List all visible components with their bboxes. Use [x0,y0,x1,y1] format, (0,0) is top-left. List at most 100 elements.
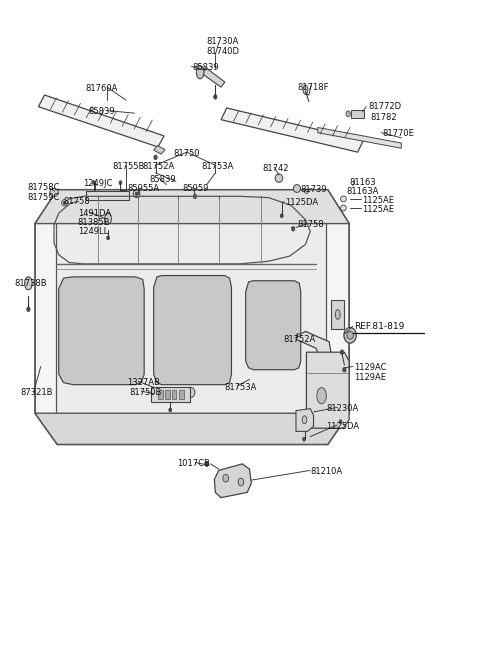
Polygon shape [179,390,184,399]
Text: 81718F: 81718F [297,83,328,92]
Polygon shape [154,276,231,384]
Text: 81739: 81739 [301,185,327,195]
Ellipse shape [63,201,66,204]
Polygon shape [35,190,349,444]
Ellipse shape [317,388,326,404]
Ellipse shape [196,66,204,79]
Ellipse shape [347,331,353,339]
Ellipse shape [169,408,172,412]
Ellipse shape [154,155,157,160]
Text: 87321B: 87321B [21,388,53,397]
Ellipse shape [214,95,217,99]
Polygon shape [59,277,144,384]
Text: 1125DA: 1125DA [326,422,360,431]
Text: 85959: 85959 [182,184,208,193]
Text: 81163: 81163 [349,178,376,187]
Polygon shape [151,387,190,402]
Polygon shape [158,390,163,399]
Polygon shape [318,128,401,148]
Ellipse shape [346,111,350,117]
Ellipse shape [135,192,138,195]
Ellipse shape [275,174,283,182]
Text: REF.81-819: REF.81-819 [354,322,404,331]
Text: 81210A: 81210A [310,467,342,476]
Polygon shape [201,67,225,87]
Ellipse shape [293,185,300,193]
Ellipse shape [340,350,344,354]
Polygon shape [35,190,349,223]
Text: 1017CB: 1017CB [178,459,210,468]
Text: 81740D: 81740D [207,47,240,56]
Text: 1249LL: 1249LL [78,227,108,236]
Polygon shape [172,390,177,399]
Text: 81772D: 81772D [368,102,401,111]
Polygon shape [331,300,344,329]
Polygon shape [56,198,326,437]
Ellipse shape [343,367,346,372]
Ellipse shape [336,310,340,320]
Polygon shape [296,409,313,432]
Text: 81758C: 81758C [27,183,60,193]
Polygon shape [86,191,129,200]
Ellipse shape [339,420,342,424]
Text: 81738B: 81738B [14,279,47,288]
Text: 85839: 85839 [149,175,176,184]
Text: 81163A: 81163A [346,187,379,196]
Ellipse shape [303,85,308,94]
Ellipse shape [304,189,309,193]
Ellipse shape [50,189,58,196]
Text: 81750B: 81750B [129,388,161,397]
Text: 81760A: 81760A [86,84,118,93]
Text: 81750: 81750 [174,149,200,158]
Text: 1491DA: 1491DA [78,209,111,217]
Polygon shape [35,413,349,444]
Polygon shape [221,108,363,152]
Ellipse shape [341,205,346,211]
Polygon shape [246,281,301,369]
Text: 81758: 81758 [63,197,90,206]
Text: 1129AC: 1129AC [354,364,386,372]
Text: 81752A: 81752A [143,162,175,171]
Ellipse shape [133,190,140,198]
Text: 85955A: 85955A [127,184,159,193]
Text: 81742: 81742 [263,164,289,173]
Polygon shape [351,110,364,119]
Ellipse shape [93,181,96,185]
Ellipse shape [205,461,209,466]
Ellipse shape [291,227,295,231]
Polygon shape [296,331,331,396]
Text: 1327AB: 1327AB [127,378,160,387]
Polygon shape [154,145,165,154]
Ellipse shape [280,214,283,217]
Ellipse shape [24,277,32,290]
Ellipse shape [223,474,228,482]
Text: 81758: 81758 [297,220,324,229]
Ellipse shape [185,387,195,398]
Text: 81753A: 81753A [225,383,257,392]
Ellipse shape [193,194,197,198]
Text: 85839: 85839 [88,107,115,117]
Ellipse shape [344,328,356,343]
Polygon shape [38,95,164,147]
Text: 81753A: 81753A [201,162,233,171]
Ellipse shape [341,196,346,202]
Text: 81759C: 81759C [27,193,60,202]
Text: 81755B: 81755B [113,162,145,171]
Ellipse shape [302,438,305,441]
Text: 81385B: 81385B [78,218,110,227]
Text: 1125DA: 1125DA [285,198,318,207]
Ellipse shape [119,181,122,185]
Text: 1129AE: 1129AE [354,373,386,382]
Text: 81752A: 81752A [284,335,316,344]
Ellipse shape [27,307,30,312]
Ellipse shape [107,236,109,240]
Ellipse shape [105,213,111,224]
Ellipse shape [238,478,244,486]
Text: 81782: 81782 [370,113,396,122]
Text: 81730A: 81730A [207,37,239,47]
Text: 1125AE: 1125AE [362,205,395,214]
Text: 85839: 85839 [192,64,219,72]
Ellipse shape [61,200,67,206]
Polygon shape [215,464,252,498]
Ellipse shape [302,416,307,424]
